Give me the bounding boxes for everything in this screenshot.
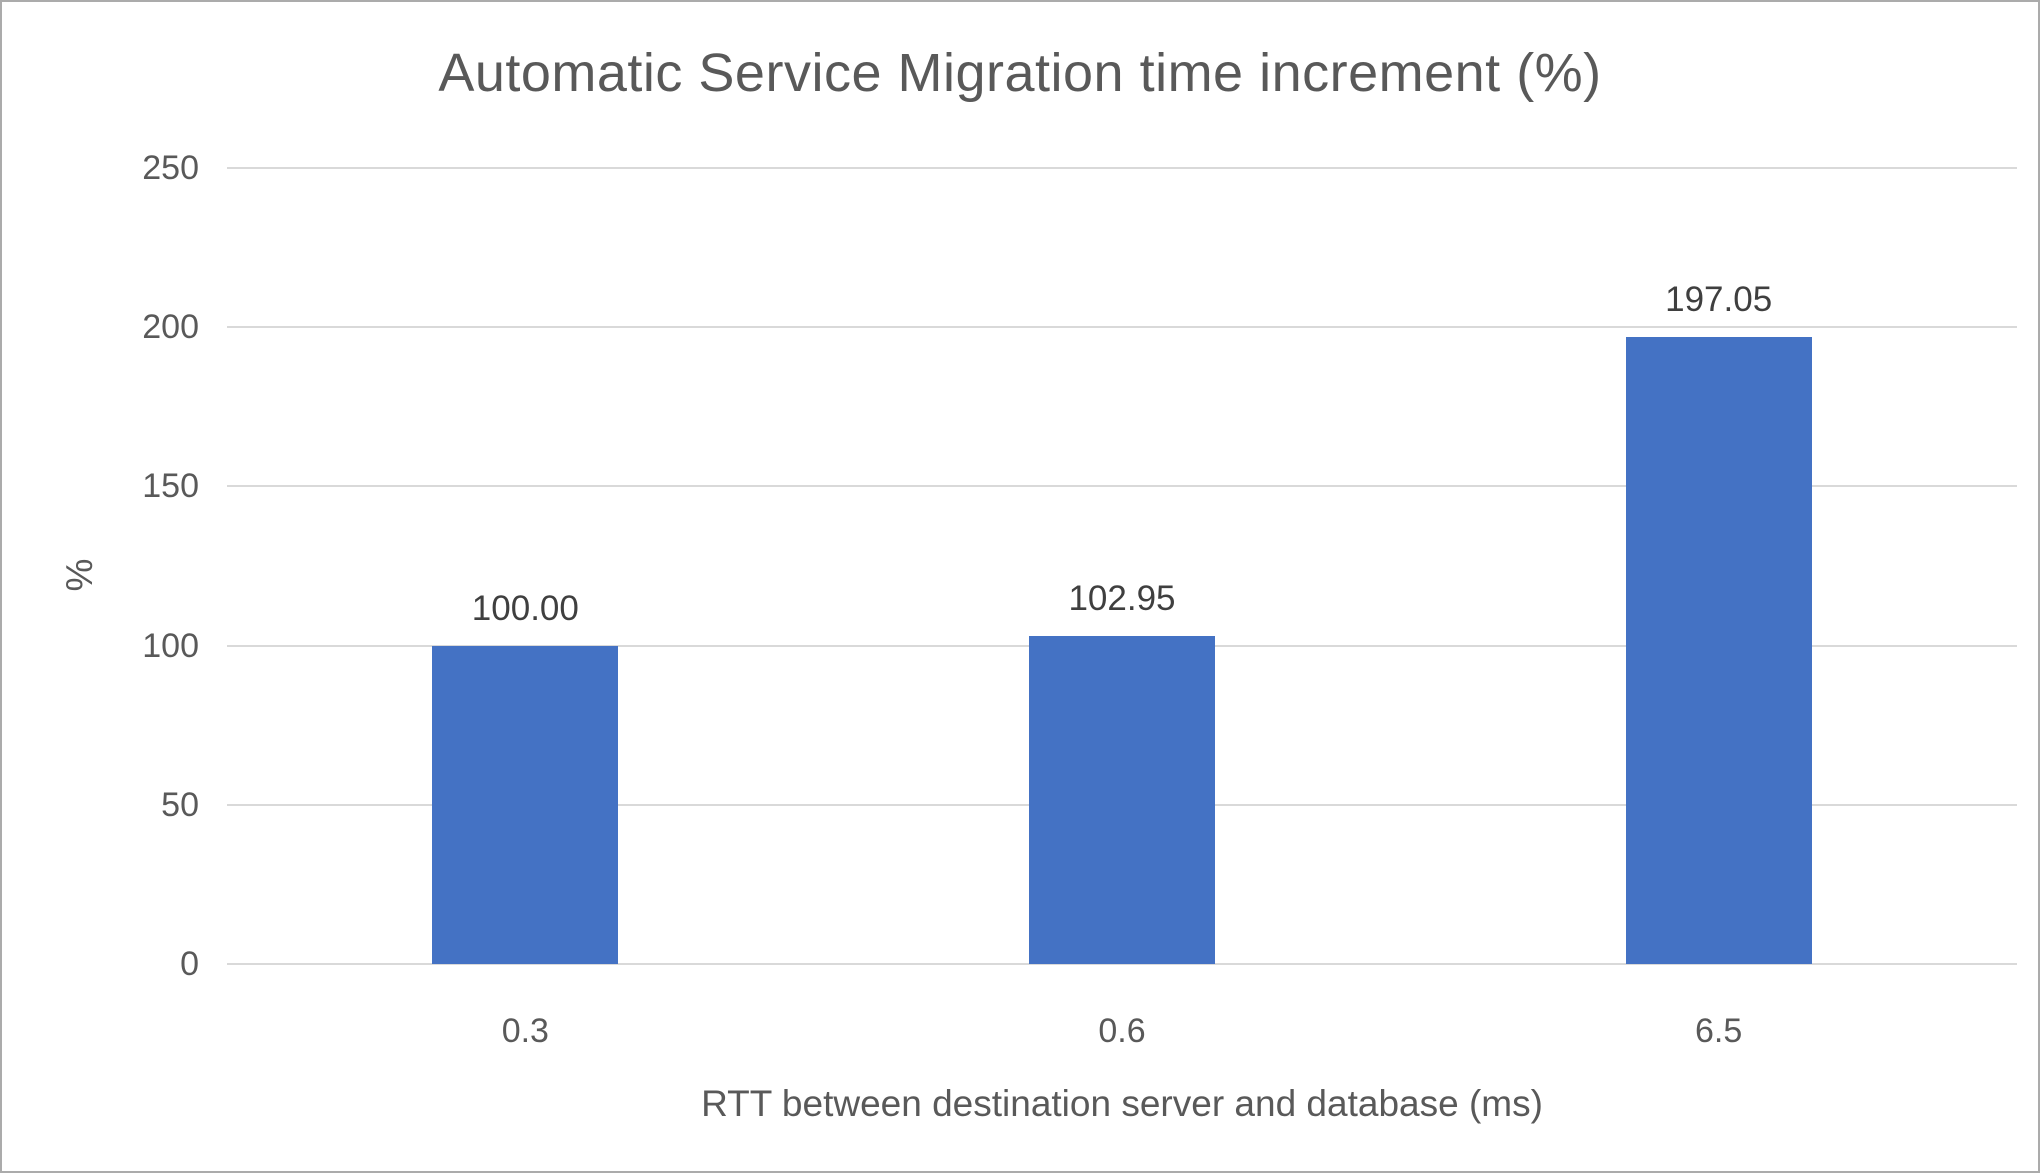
x-axis-title: RTT between destination server and datab… — [701, 1083, 1543, 1124]
y-axis-tick-label: 0 — [180, 945, 199, 983]
x-category-label: 6.5 — [1695, 1012, 1743, 1050]
bar-value-label: 100.00 — [471, 588, 579, 628]
y-axis-tick-label: 100 — [142, 626, 199, 665]
gridline — [227, 963, 2017, 965]
bar-value-label: 102.95 — [1068, 579, 1176, 619]
y-axis-tick-label: 250 — [142, 149, 199, 187]
y-axis-tick-label: 200 — [142, 308, 199, 347]
bar-value-label: 197.05 — [1665, 279, 1773, 319]
x-category-label: 0.3 — [501, 1012, 549, 1050]
bar — [432, 645, 619, 964]
x-category-label: 0.6 — [1098, 1012, 1146, 1050]
y-axis-tick-label: 50 — [161, 785, 199, 824]
gridline — [227, 485, 2017, 488]
gridline — [227, 326, 2017, 329]
bar — [1029, 636, 1215, 964]
bar — [1625, 336, 1812, 964]
chart-title: Automatic Service Migration time increme… — [438, 43, 1602, 103]
y-axis-tick-label: 150 — [142, 467, 199, 506]
plot-area: RTT between destination server and datab… — [142, 149, 2017, 1124]
gridline — [227, 167, 2017, 169]
y-axis-title: % — [59, 558, 100, 592]
